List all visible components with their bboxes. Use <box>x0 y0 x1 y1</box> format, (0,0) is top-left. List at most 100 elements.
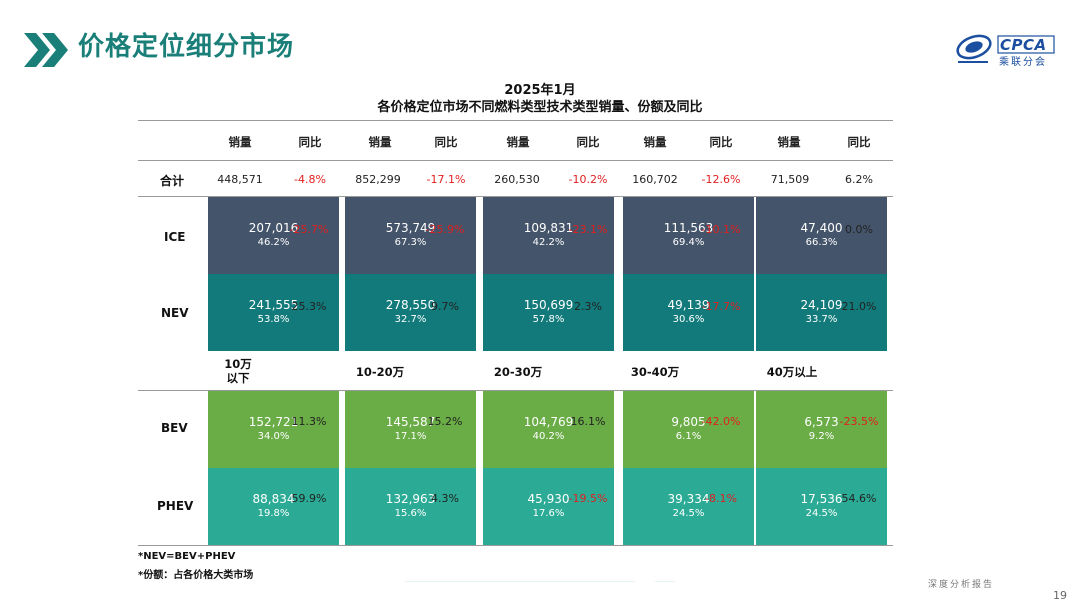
col-header: 销量 <box>777 135 801 149</box>
phev-yoy: -8.1% <box>705 492 737 505</box>
nev-sales: 278,550 <box>385 298 436 312</box>
row-label-phev: PHEV <box>157 499 194 513</box>
row-label-total: 合计 <box>160 174 185 188</box>
phev-share: 17.6% <box>532 508 565 519</box>
row-label-nev: NEV <box>161 306 189 320</box>
nev-share: 57.8% <box>532 314 565 325</box>
rule-bottom <box>138 545 893 546</box>
rule <box>138 196 893 197</box>
table-title-date: 2025年1月 <box>504 83 576 98</box>
ice-sales: 109,831 <box>523 221 574 235</box>
phev-yoy: 59.9% <box>291 492 327 505</box>
nev-share: 32.7% <box>394 314 427 325</box>
col-header: 同比 <box>709 135 733 149</box>
nev-cell: 150,699 57.8% <box>483 274 614 351</box>
phev-yoy: -19.5% <box>568 492 608 505</box>
page-title: 价格定位细分市场 <box>78 32 295 62</box>
ice-sales: 573,749 <box>385 221 436 235</box>
bev-share: 34.0% <box>257 431 290 442</box>
nev-cell: 278,550 32.7% <box>345 274 476 351</box>
ice-cell: 111,563 69.4% <box>623 197 754 274</box>
col-header: 同比 <box>298 135 322 149</box>
cpca-logo <box>956 34 1055 63</box>
ice-cell: 109,831 42.2% <box>483 197 614 274</box>
phev-cell: 45,930 17.6% <box>483 468 614 545</box>
bev-cell: 104,769 40.2% <box>483 391 614 468</box>
bev-sales: 6,573 <box>804 415 839 429</box>
phev-sales: 132,963 <box>385 492 436 506</box>
nev-share: 30.6% <box>672 314 705 325</box>
nev-yoy: 2.3% <box>574 300 602 313</box>
phev-share: 19.8% <box>257 508 290 519</box>
phev-sales: 88,834 <box>252 492 295 506</box>
ice-yoy: -25.9% <box>425 223 465 236</box>
bev-sales: 152,721 <box>248 415 299 429</box>
bev-share: 9.2% <box>808 431 835 442</box>
nev-sales: 24,109 <box>800 298 843 312</box>
nev-cell: 49,139 30.6% <box>623 274 754 351</box>
table-title: 各价格定位市场不同燃料类型技术类型销量、份额及同比 <box>377 100 703 115</box>
bev-share: 17.1% <box>394 431 427 442</box>
col-header: 同比 <box>576 135 600 149</box>
logo-text: CPCA <box>1000 36 1047 54</box>
bev-sales: 9,805 <box>671 415 706 429</box>
col-header: 销量 <box>506 135 530 149</box>
phev-sales: 45,930 <box>527 492 570 506</box>
phev-share: 24.5% <box>672 508 705 519</box>
bev-sales: 104,769 <box>523 415 574 429</box>
ice-share: 42.2% <box>532 237 565 248</box>
segment-label: 10-20万 <box>355 365 405 379</box>
total-sales: 71,509 <box>770 173 810 186</box>
nev-sales: 150,699 <box>523 298 574 312</box>
phev-yoy: 54.6% <box>841 492 877 505</box>
rule <box>138 160 893 161</box>
nev-yoy: 9.7% <box>431 300 459 313</box>
bev-sales: 145,587 <box>385 415 436 429</box>
segment-label: 10万 以下 <box>224 357 252 385</box>
segment-label: 40万以上 <box>766 365 818 379</box>
phev-share: 15.6% <box>394 508 427 519</box>
phev-cell: 17,536 24.5% <box>756 468 887 545</box>
bev-cell: 6,573 9.2% <box>756 391 887 468</box>
total-yoy: -10.2% <box>568 173 608 186</box>
total-yoy: 6.2% <box>845 173 873 186</box>
ice-sales: 111,563 <box>663 221 714 235</box>
total-sales: 448,571 <box>217 173 263 186</box>
col-header: 销量 <box>643 135 667 149</box>
ice-yoy: -23.1% <box>568 223 608 236</box>
phev-sales: 17,536 <box>800 492 843 506</box>
bev-cell: 152,721 34.0% <box>208 391 339 468</box>
ice-share: 67.3% <box>394 237 427 248</box>
total-sales: 260,530 <box>494 173 540 186</box>
total-sales: 852,299 <box>355 173 401 186</box>
nev-sales: 241,555 <box>248 298 299 312</box>
phev-yoy: 4.3% <box>431 492 459 505</box>
ice-cell: 207,016 46.2% <box>208 197 339 274</box>
footer-label: 深度分析报告 <box>928 580 995 590</box>
phev-cell: 132,963 15.6% <box>345 468 476 545</box>
bev-yoy: 15.2% <box>427 415 463 428</box>
nev-share: 53.8% <box>257 314 290 325</box>
phev-cell: 39,334 24.5% <box>623 468 754 545</box>
col-header: 同比 <box>434 135 458 149</box>
total-yoy: -17.1% <box>426 173 466 186</box>
segment-label: 20-30万 <box>493 365 543 379</box>
ice-share: 66.3% <box>805 237 838 248</box>
bev-cell: 145,587 17.1% <box>345 391 476 468</box>
nev-share: 33.7% <box>805 314 838 325</box>
ice-yoy: -10.1% <box>701 223 741 236</box>
ice-sales: 207,016 <box>248 221 299 235</box>
ice-cell: 47,400 66.3% <box>756 197 887 274</box>
nev-cell: 241,555 53.8% <box>208 274 339 351</box>
ice-share: 46.2% <box>257 237 290 248</box>
col-header: 同比 <box>847 135 871 149</box>
ice-share: 69.4% <box>672 237 705 248</box>
rule <box>138 390 893 391</box>
footnote: *份额：占各价格大类市场 <box>138 570 254 581</box>
total-yoy: -12.6% <box>701 173 741 186</box>
row-label-bev: BEV <box>161 421 188 435</box>
page-number: 19 <box>1053 589 1067 602</box>
rule-top <box>138 120 893 121</box>
bev-cell: 9,805 6.1% <box>623 391 754 468</box>
nev-sales: 49,139 <box>667 298 710 312</box>
